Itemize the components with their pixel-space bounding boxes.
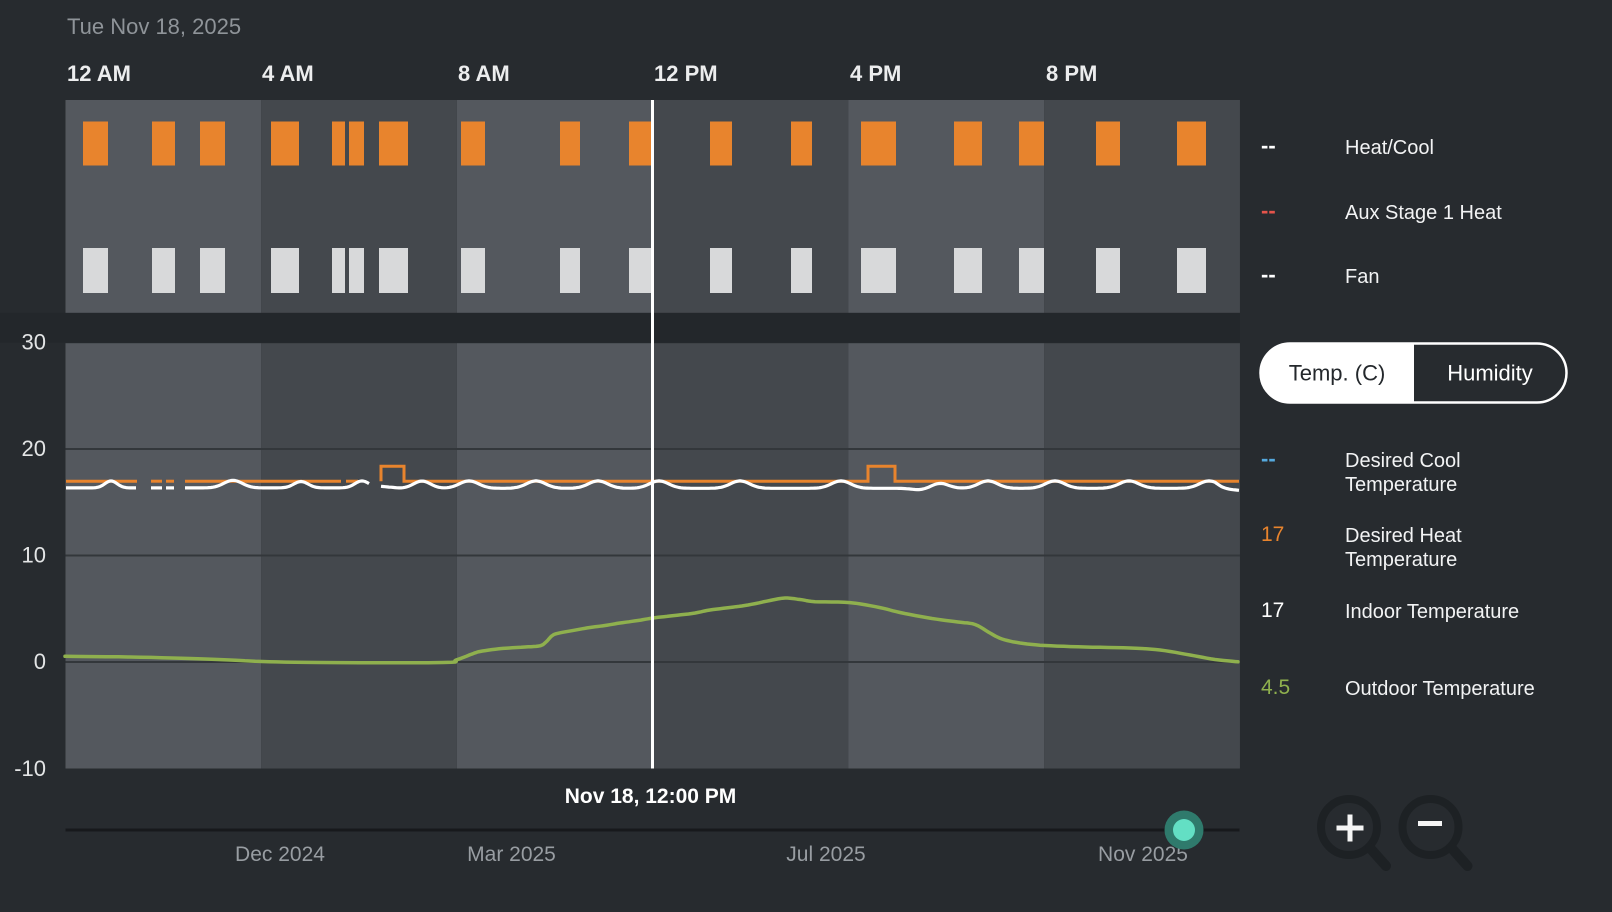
svg-text:Fan: Fan (1345, 266, 1379, 288)
svg-text:Aux Stage 1 Heat: Aux Stage 1 Heat (1345, 202, 1502, 224)
svg-text:Indoor Temperature: Indoor Temperature (1345, 601, 1519, 623)
svg-text:0: 0 (34, 649, 46, 674)
svg-text:Outdoor Temperature: Outdoor Temperature (1345, 678, 1535, 700)
svg-text:Desired Cool: Desired Cool (1345, 450, 1461, 472)
svg-text:Nov 2025: Nov 2025 (1098, 843, 1188, 866)
svg-text:Tue Nov 18, 2025: Tue Nov 18, 2025 (67, 14, 241, 39)
svg-text:17: 17 (1261, 599, 1284, 622)
svg-text:8 PM: 8 PM (1046, 61, 1097, 86)
svg-text:10: 10 (22, 543, 46, 568)
svg-text:Jul 2025: Jul 2025 (786, 843, 865, 866)
svg-text:-10: -10 (14, 756, 46, 781)
svg-text:8 AM: 8 AM (458, 61, 510, 86)
svg-text:Heat/Cool: Heat/Cool (1345, 137, 1434, 159)
svg-text:Nov 18, 12:00 PM: Nov 18, 12:00 PM (565, 785, 737, 808)
svg-text:Temperature: Temperature (1345, 474, 1457, 496)
svg-text:17: 17 (1261, 523, 1284, 546)
svg-text:Humidity: Humidity (1447, 361, 1533, 386)
svg-text:30: 30 (22, 330, 46, 355)
svg-text:--: -- (1261, 446, 1276, 471)
svg-text:Desired Heat: Desired Heat (1345, 525, 1462, 547)
svg-text:Dec 2024: Dec 2024 (235, 843, 325, 866)
svg-text:4 AM: 4 AM (262, 61, 314, 86)
svg-text:--: -- (1261, 133, 1276, 158)
svg-text:20: 20 (22, 436, 46, 461)
svg-text:4 PM: 4 PM (850, 61, 901, 86)
svg-text:--: -- (1261, 198, 1276, 223)
svg-text:12 PM: 12 PM (654, 61, 718, 86)
svg-text:Temperature: Temperature (1345, 549, 1457, 571)
svg-text:Temp. (C): Temp. (C) (1289, 361, 1386, 386)
svg-text:Mar 2025: Mar 2025 (467, 843, 556, 866)
svg-text:12 AM: 12 AM (67, 61, 131, 86)
svg-text:--: -- (1261, 262, 1276, 287)
svg-text:4.5: 4.5 (1261, 676, 1290, 699)
